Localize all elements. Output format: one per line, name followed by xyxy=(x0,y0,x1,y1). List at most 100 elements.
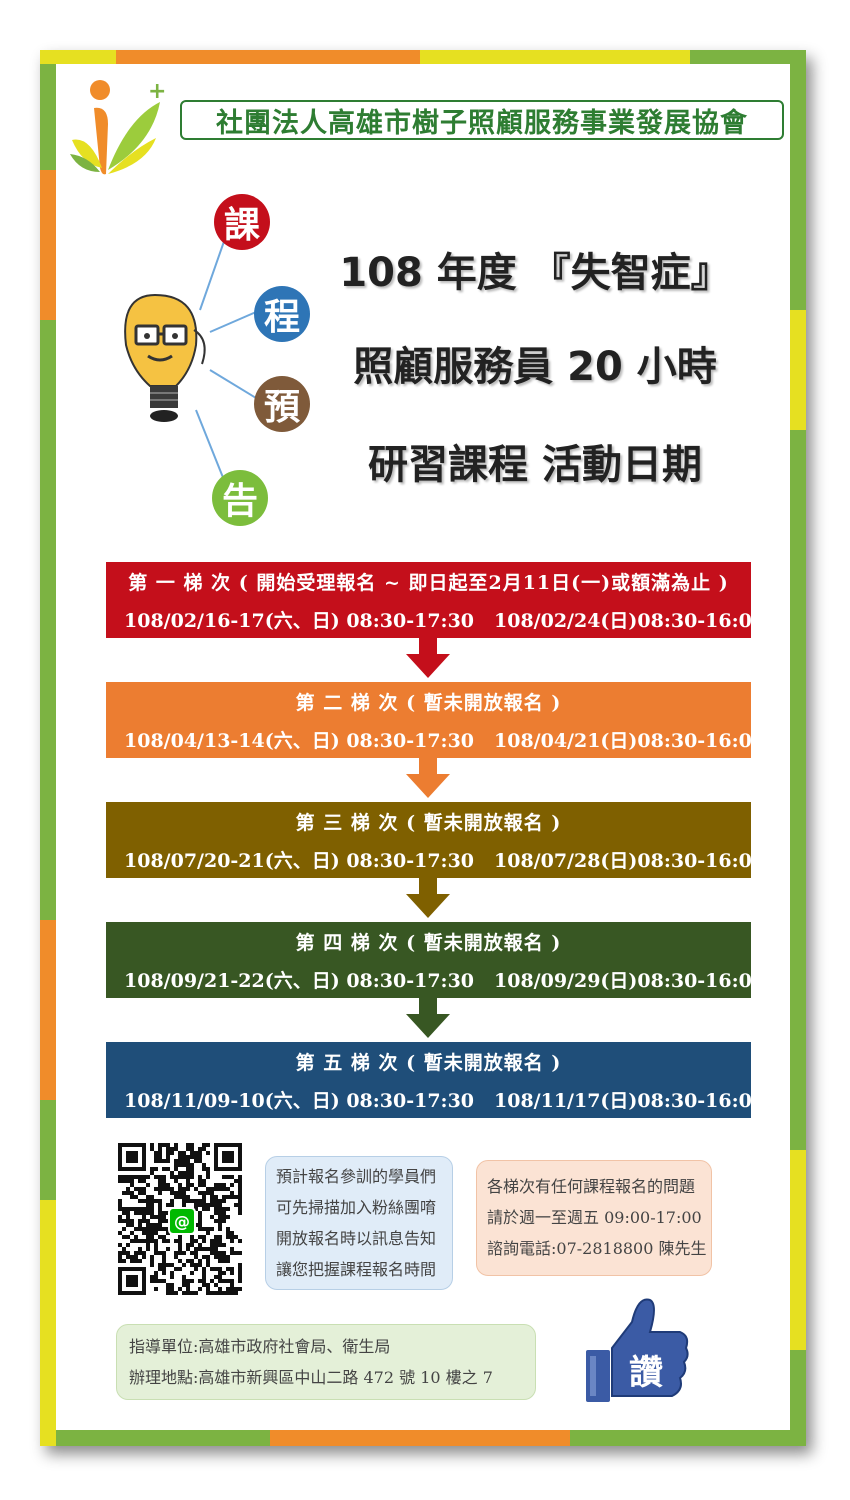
line-qr-code[interactable] xyxy=(118,1143,242,1295)
qr-module xyxy=(226,1207,230,1211)
qr-module xyxy=(218,1183,222,1187)
qr-module xyxy=(210,1243,214,1247)
qr-module xyxy=(118,1179,122,1183)
qr-module xyxy=(230,1247,234,1251)
qr-module xyxy=(178,1251,182,1255)
qr-module xyxy=(126,1175,130,1179)
thumb-cuff-shine xyxy=(590,1356,596,1396)
qr-module xyxy=(150,1235,154,1239)
qr-module xyxy=(142,1179,146,1183)
down-arrow-icon xyxy=(419,998,437,1016)
qr-module xyxy=(222,1199,226,1203)
line-app-icon: @ xyxy=(168,1207,196,1235)
qr-module xyxy=(138,1187,142,1191)
stage-5-banner: 第 五 梯 次 ( 暫未開放報名 ) 108/11/09-10(六、日) 08:… xyxy=(106,1042,765,1118)
qr-module xyxy=(222,1259,226,1263)
qr-module xyxy=(214,1251,218,1255)
qr-module xyxy=(190,1251,194,1255)
qr-module xyxy=(222,1255,226,1259)
frame-accent-orange xyxy=(40,920,56,1100)
qr-module xyxy=(162,1159,166,1163)
qr-module xyxy=(226,1235,230,1239)
qr-module xyxy=(122,1259,126,1263)
qr-module xyxy=(158,1203,162,1207)
qr-module xyxy=(206,1171,210,1175)
qr-module xyxy=(190,1171,194,1175)
qr-module xyxy=(158,1151,162,1155)
qr-module xyxy=(222,1279,226,1283)
qr-module xyxy=(230,1291,234,1295)
qr-module xyxy=(234,1287,238,1291)
down-arrow-icon xyxy=(419,638,437,656)
qr-module xyxy=(154,1279,158,1283)
frame-accent-yellow xyxy=(420,50,690,64)
qr-module xyxy=(198,1147,202,1151)
mouth xyxy=(147,354,173,362)
qr-module xyxy=(206,1187,210,1191)
qr-module xyxy=(238,1263,242,1267)
qr-module xyxy=(186,1175,190,1179)
qr-module xyxy=(190,1163,194,1167)
qr-module xyxy=(150,1223,154,1227)
qr-module xyxy=(186,1143,190,1147)
qr-module xyxy=(154,1287,158,1291)
organizer-box: 指導單位:高雄市政府社會局、衛生局 辦理地點:高雄市新興區中山二路 472 號 … xyxy=(116,1324,536,1400)
qr-module xyxy=(138,1227,142,1231)
qr-module xyxy=(238,1239,242,1243)
qr-module xyxy=(202,1255,206,1259)
qr-module xyxy=(138,1259,142,1263)
qr-module xyxy=(190,1291,194,1295)
qr-module xyxy=(118,1219,122,1223)
qr-module xyxy=(238,1211,242,1215)
stage-3-header: 第 三 梯 次 ( 暫未開放報名 ) xyxy=(295,812,562,834)
qr-module xyxy=(194,1199,198,1203)
qr-module xyxy=(126,1211,130,1215)
qr-module xyxy=(202,1191,206,1195)
qr-module xyxy=(218,1239,222,1243)
qr-module xyxy=(138,1175,142,1179)
qr-module xyxy=(142,1251,146,1255)
qr-module xyxy=(186,1163,190,1167)
qr-module xyxy=(150,1211,154,1215)
title-line-1: 108 年度 『失智症』 xyxy=(339,250,731,296)
qr-module xyxy=(202,1147,206,1151)
qr-module xyxy=(182,1203,186,1207)
qr-module xyxy=(118,1243,122,1247)
qr-module xyxy=(158,1159,162,1163)
qr-module xyxy=(182,1163,186,1167)
qr-module xyxy=(186,1183,190,1187)
qr-module xyxy=(178,1243,182,1247)
logo-leaf xyxy=(108,102,160,170)
qr-module xyxy=(166,1155,170,1159)
qr-module xyxy=(122,1247,126,1251)
qr-module xyxy=(198,1279,202,1283)
qr-module xyxy=(202,1195,206,1199)
qr-module xyxy=(178,1247,182,1251)
qr-module xyxy=(218,1203,222,1207)
qr-module xyxy=(154,1215,158,1219)
qr-module xyxy=(202,1179,206,1183)
qr-module xyxy=(238,1175,242,1179)
qr-module xyxy=(218,1211,222,1215)
qr-module xyxy=(214,1247,218,1251)
qr-module xyxy=(126,1179,130,1183)
qr-module xyxy=(162,1235,166,1239)
qr-module xyxy=(134,1187,138,1191)
qr-module xyxy=(194,1151,198,1155)
qr-module xyxy=(146,1199,150,1203)
qr-module xyxy=(210,1215,214,1219)
qr-module xyxy=(210,1239,214,1243)
qr-module xyxy=(182,1187,186,1191)
qr-module xyxy=(218,1267,222,1271)
qr-module xyxy=(170,1147,174,1151)
qr-module xyxy=(154,1227,158,1231)
qr-module xyxy=(182,1151,186,1155)
qr-module xyxy=(214,1211,218,1215)
qr-module xyxy=(226,1227,230,1231)
line-join-box: 預計報名參訓的學員們 可先掃描加入粉絲團唷 開放報名時以訊息告知 讓您把握課程報… xyxy=(265,1156,453,1290)
qr-module xyxy=(118,1175,122,1179)
qr-module xyxy=(186,1147,190,1151)
stage-4-date-2: 108/09/29(日)08:30-16:00 xyxy=(494,970,766,992)
qr-module xyxy=(178,1191,182,1195)
qr-module xyxy=(190,1279,194,1283)
